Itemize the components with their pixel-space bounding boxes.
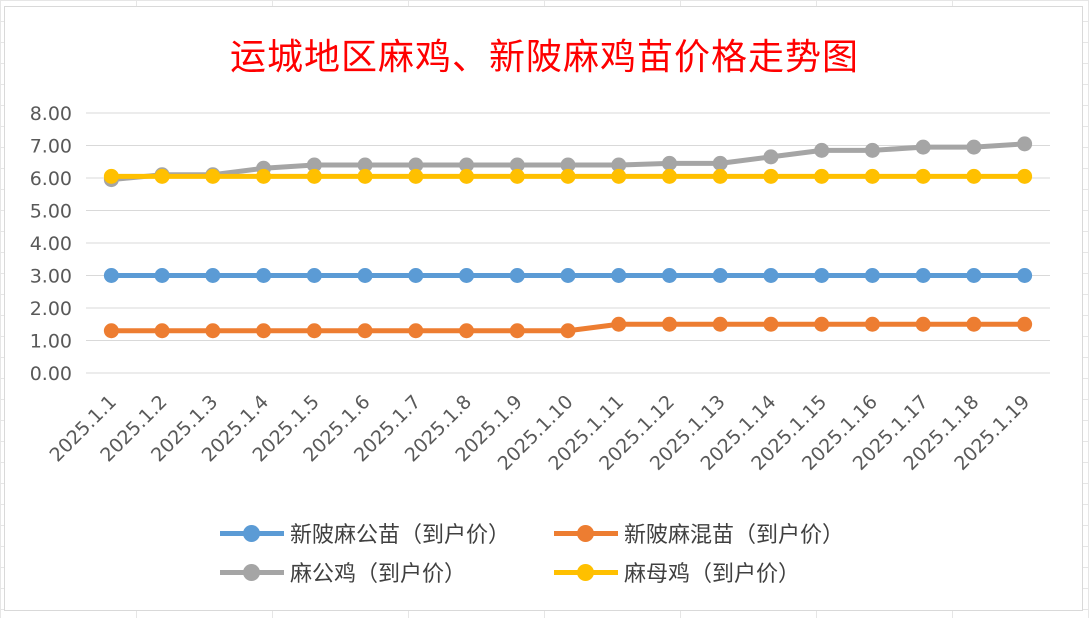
legend-item-series-3: 麻公鸡（到户价） <box>220 557 466 587</box>
legend-item-series-2: 新陂麻混苗（到户价） <box>554 518 844 548</box>
series-4-point <box>509 168 525 184</box>
y-tick-label: 5.00 <box>30 201 72 223</box>
series-2-point <box>408 323 424 339</box>
series-4-point <box>408 168 424 184</box>
series-4-point <box>205 168 221 184</box>
series-1-point <box>611 268 627 283</box>
y-tick-label: 0.00 <box>30 363 72 385</box>
series-1-point <box>763 268 779 283</box>
series-3-point <box>915 139 931 155</box>
series-2-point <box>712 316 728 332</box>
legend-item-series-1: 新陂麻公苗（到户价） <box>220 518 510 548</box>
y-tick-label: 3.00 <box>30 266 72 288</box>
series-1-point <box>712 268 728 283</box>
series-4-point <box>357 168 373 184</box>
series-1-point <box>357 268 373 283</box>
series-1-point <box>408 268 424 283</box>
series-3-point <box>1017 136 1033 152</box>
legend-label-series-1: 新陂麻公苗（到户价） <box>290 523 511 548</box>
series-1-point <box>661 268 677 283</box>
legend-marker-series-2 <box>554 518 618 548</box>
series-2-point <box>256 323 272 339</box>
series-1-point <box>864 268 880 283</box>
series-4-point <box>306 168 322 184</box>
series-3-point <box>357 157 373 173</box>
series-2-point <box>611 316 627 332</box>
series-3-point <box>560 157 576 173</box>
series-2-point <box>205 323 221 339</box>
series-4-point <box>103 168 119 184</box>
y-tick-label: 4.00 <box>30 233 72 255</box>
legend-marker-series-3 <box>220 557 284 587</box>
series-3-point <box>306 157 322 173</box>
series-4-point <box>763 168 779 184</box>
y-tick-label: 6.00 <box>30 168 72 190</box>
series-2-point <box>306 323 322 339</box>
legend-label-series-3: 麻公鸡（到户价） <box>290 562 467 587</box>
series-2-point <box>763 316 779 332</box>
series-4-point <box>966 168 982 184</box>
series-2-point <box>814 316 830 332</box>
series-1-point <box>205 268 221 283</box>
series-3-point <box>611 157 627 173</box>
series-4-point <box>915 168 931 184</box>
series-4-point <box>256 168 272 184</box>
series-3-point <box>864 142 880 158</box>
series-3-point <box>814 142 830 158</box>
series-4-point <box>712 168 728 184</box>
legend-item-series-4: 麻母鸡（到户价） <box>554 557 800 587</box>
series-3-point <box>408 157 424 173</box>
series-1-point <box>459 268 475 283</box>
series-3-point <box>966 139 982 155</box>
series-2-point <box>154 323 170 339</box>
chart-title: 运城地区麻鸡、新陂麻鸡苗价格走势图 <box>229 37 859 78</box>
series-2-point <box>509 323 525 339</box>
series-3-point <box>509 157 525 173</box>
series-2-point <box>357 323 373 339</box>
series-1-point <box>103 268 119 283</box>
series-1-point <box>154 268 170 283</box>
series-4-point <box>154 168 170 184</box>
legend: 新陂麻公苗（到户价） 新陂麻混苗（到户价） 麻公鸡（到户价） 麻母鸡（到户价） <box>220 518 920 590</box>
series-2-point <box>459 323 475 339</box>
series-4-point <box>814 168 830 184</box>
series-2-point <box>661 316 677 332</box>
series-4-point <box>1017 168 1033 184</box>
y-tick-label: 8.00 <box>30 103 72 125</box>
series-1-point <box>915 268 931 283</box>
legend-label-series-2: 新陂麻混苗（到户价） <box>624 523 845 548</box>
series-1-point <box>1017 268 1033 283</box>
series-2-point <box>560 323 576 339</box>
series-3-point <box>459 157 475 173</box>
series-1-point <box>256 268 272 283</box>
y-tick-label: 1.00 <box>30 331 72 353</box>
series-3-point <box>763 149 779 165</box>
series-3-point <box>712 155 728 171</box>
legend-marker-series-1 <box>220 518 284 548</box>
series-2-point <box>103 323 119 339</box>
series-2-point <box>864 316 880 332</box>
series-4-point <box>661 168 677 184</box>
legend-marker-series-4 <box>554 557 618 587</box>
series-3-point <box>661 155 677 171</box>
series-1-point <box>966 268 982 283</box>
series-4-point <box>864 168 880 184</box>
y-tick-label: 7.00 <box>30 136 72 158</box>
series-1-point <box>560 268 576 283</box>
series-4-point <box>611 168 627 184</box>
series-1-point <box>814 268 830 283</box>
series-4-point <box>560 168 576 184</box>
series-2-point <box>915 316 931 332</box>
series-1-point <box>306 268 322 283</box>
y-tick-label: 2.00 <box>30 298 72 320</box>
legend-label-series-4: 麻母鸡（到户价） <box>624 562 801 587</box>
series-1-point <box>509 268 525 283</box>
series-2-point <box>1017 316 1033 332</box>
series-2-point <box>966 316 982 332</box>
series-4-point <box>459 168 475 184</box>
